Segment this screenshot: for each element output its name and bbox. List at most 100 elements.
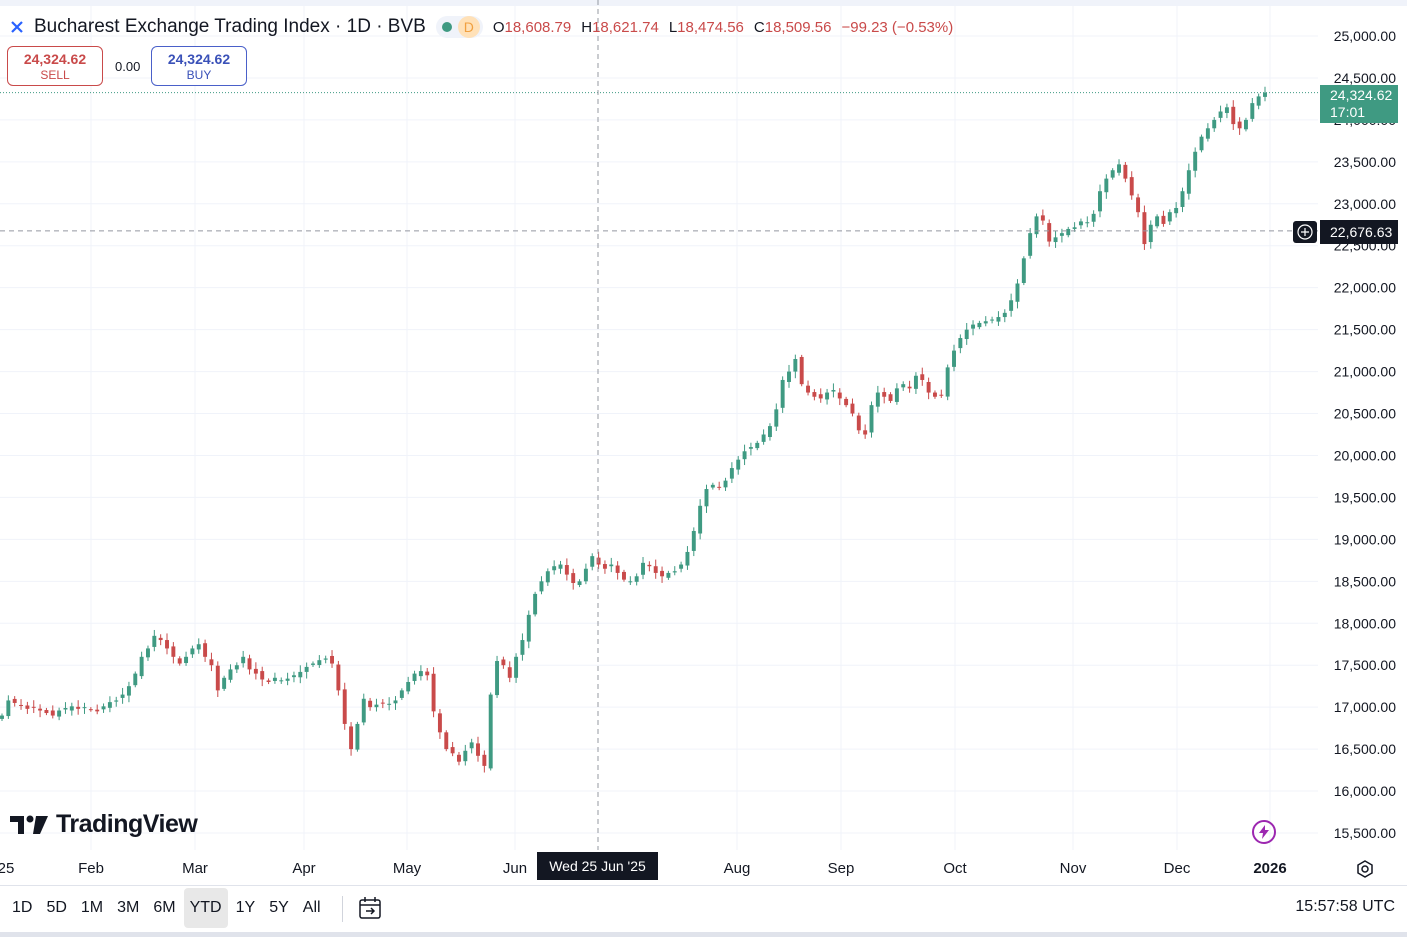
candle-body	[126, 686, 131, 696]
chart-header: Bucharest Exchange Trading Index · 1D · …	[8, 14, 953, 40]
candle-body	[374, 704, 379, 708]
timeframe-3m[interactable]: 3M	[117, 899, 140, 916]
candle-body	[253, 668, 258, 674]
candle-body	[1091, 213, 1096, 222]
candle-body	[1161, 215, 1166, 224]
candle-body	[1243, 119, 1248, 130]
exchange-icon[interactable]	[8, 18, 26, 36]
last-price-tag: 24,324.62 17:01	[1320, 85, 1398, 123]
candle-body	[387, 703, 392, 705]
logo-text: TradingView	[56, 810, 198, 838]
sell-label: SELL	[40, 68, 70, 82]
timeframe-1d[interactable]: 1D	[12, 899, 33, 916]
calendar-range-icon[interactable]	[357, 895, 383, 921]
candle-body	[571, 573, 576, 583]
candle-body	[558, 564, 563, 569]
candle-body	[1148, 224, 1153, 243]
low-key: L	[668, 18, 678, 36]
close-key: C	[753, 18, 765, 36]
candle-body	[393, 700, 398, 704]
candle-body	[38, 708, 43, 711]
candle-body	[1009, 300, 1014, 311]
buy-button[interactable]: 24,324.62 BUY	[151, 46, 247, 86]
candle-body	[653, 566, 658, 573]
symbol-title[interactable]: Bucharest Exchange Trading Index · 1D · …	[34, 16, 426, 37]
candle-body	[825, 392, 830, 400]
candle-body	[698, 505, 703, 534]
candle-body	[1078, 221, 1083, 226]
tradingview-logo[interactable]: TradingView	[10, 810, 198, 839]
market-status[interactable]: D	[435, 16, 483, 38]
candle-body	[723, 480, 728, 488]
candle-body	[361, 698, 366, 723]
candle-body	[1085, 222, 1090, 224]
low-value: 18,474.56	[677, 18, 744, 36]
candle-body	[977, 322, 982, 328]
candle-body	[875, 392, 880, 407]
candle-body	[158, 637, 163, 641]
candle-body	[634, 576, 639, 582]
candle-body	[748, 447, 753, 449]
timeframe-all[interactable]: All	[302, 899, 321, 916]
close-value: 18,509.56	[764, 18, 832, 36]
candle-body	[114, 700, 119, 702]
x-tick-label: Apr	[292, 860, 315, 877]
candle-body	[330, 655, 334, 664]
candle-body	[1174, 207, 1179, 214]
candles	[0, 86, 1267, 773]
candle-body	[228, 669, 233, 680]
y-tick-label: 19,000.00	[1334, 531, 1396, 547]
candle-body	[894, 388, 899, 402]
candle-body	[6, 700, 11, 717]
y-tick-label: 21,500.00	[1334, 322, 1396, 338]
candle-body	[1155, 216, 1160, 227]
timeframe-ytd[interactable]: YTD	[183, 888, 228, 928]
candle-body	[615, 565, 620, 573]
candle-body	[247, 658, 252, 670]
candle-body	[495, 661, 500, 696]
candle-body	[539, 581, 544, 592]
high-value: 18,621.74	[592, 18, 659, 36]
y-tick-label: 18,000.00	[1334, 615, 1396, 631]
candle-body	[412, 673, 417, 681]
x-tick-label: Jun	[503, 860, 527, 877]
candle-body	[1104, 178, 1109, 193]
candle-body	[704, 489, 709, 507]
add-alert-button[interactable]	[1293, 221, 1317, 243]
candle-body	[583, 568, 588, 582]
timeframe-5y[interactable]: 5Y	[269, 899, 289, 916]
candle-body	[641, 562, 645, 575]
price-chart[interactable]: 25,000.0024,500.0024,000.0023,500.0023,0…	[0, 0, 1407, 885]
last-price: 24,324.62	[1330, 87, 1393, 103]
candle-body	[710, 484, 715, 488]
y-tick-label: 24,500.00	[1334, 70, 1396, 86]
candle-body	[996, 317, 1001, 322]
toolbar-divider	[342, 896, 343, 922]
candle-body	[888, 394, 893, 401]
candle-body	[323, 658, 328, 660]
sell-button[interactable]: 24,324.62 SELL	[7, 46, 103, 86]
candle-body	[799, 356, 804, 385]
candle-body	[767, 426, 772, 438]
timeframe-1m[interactable]: 1M	[80, 899, 104, 916]
timeframe-5d[interactable]: 5D	[46, 899, 67, 916]
plus-circle-icon	[1297, 224, 1313, 240]
candle-body	[1205, 128, 1210, 139]
crosshair-date-tag: Wed 25 Jun '25	[537, 852, 658, 880]
candle-body	[50, 710, 55, 716]
candle-body	[761, 434, 766, 442]
x-tick-label: Mar	[182, 860, 208, 877]
sell-price: 24,324.62	[23, 51, 87, 67]
settings-icon[interactable]	[1354, 858, 1376, 880]
change-value: −99.23 (−0.53%)	[841, 18, 954, 36]
timeframe-6m[interactable]: 6M	[153, 899, 176, 916]
lightning-icon[interactable]	[1252, 820, 1276, 844]
candle-body	[177, 658, 182, 664]
candle-body	[488, 694, 493, 769]
candle-body	[933, 392, 937, 397]
candle-body	[1098, 191, 1102, 212]
timeframe-1y[interactable]: 1Y	[235, 899, 256, 916]
utc-clock[interactable]: 15:57:58 UTC	[1295, 898, 1395, 915]
buy-label: BUY	[186, 68, 212, 82]
candle-body	[793, 358, 798, 372]
